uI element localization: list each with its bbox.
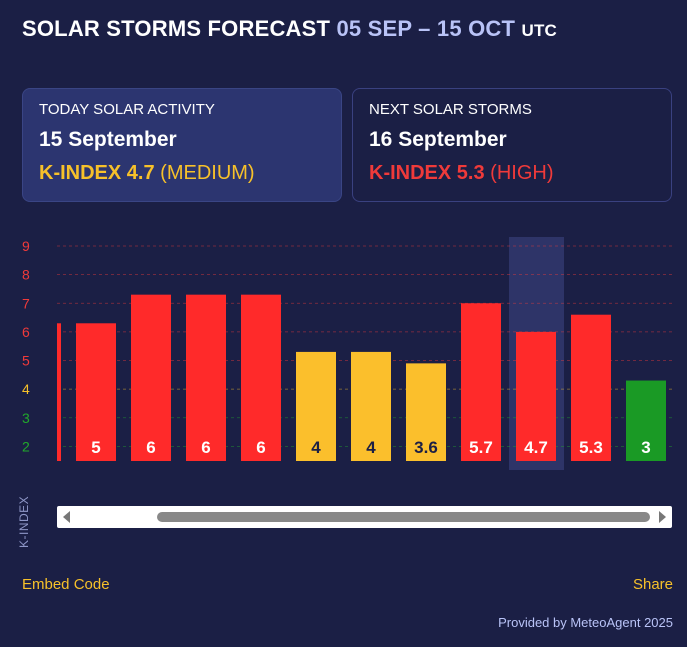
bar-14-sep (461, 303, 501, 461)
y-tick-label: 1 (22, 467, 30, 470)
y-tick-label: 7 (22, 295, 30, 311)
kindex-chart: 123456789p507 Sep608 Sep609 Sep610 Sep41… (0, 230, 687, 470)
bar-value-label: 3.6 (414, 438, 438, 457)
y-tick-label: 5 (22, 353, 30, 369)
y-tick-label: 2 (22, 438, 30, 454)
y-tick-label: 4 (22, 381, 30, 397)
y-tick-label: 3 (22, 410, 30, 426)
bar-value-label: 4 (366, 438, 376, 457)
title-main: SOLAR STORMS FORECAST (22, 16, 331, 41)
next-card-label: NEXT SOLAR STORMS (369, 101, 532, 118)
partial-bar (57, 323, 61, 461)
bar-15-sep (516, 331, 556, 461)
bar-11-sep (296, 351, 336, 461)
bar-value-label: 6 (146, 438, 155, 457)
bar-value-label: 6 (256, 438, 265, 457)
scroll-left-arrow-icon[interactable] (63, 511, 70, 523)
bar-value-label: 3 (641, 438, 650, 457)
today-card-date: 15 September (39, 128, 177, 151)
y-axis-title: K-INDEX (17, 488, 31, 548)
today-card-label: TODAY SOLAR ACTIVITY (39, 101, 215, 118)
bar-13-sep (406, 363, 446, 461)
bar-value-label: 4.7 (524, 438, 548, 457)
title-date-range: 05 SEP – 15 OCT (336, 16, 516, 41)
bar-value-label: 5 (91, 438, 100, 457)
bar-16-sep (571, 314, 611, 461)
next-kindex-value: K-INDEX 5.3 (369, 162, 485, 184)
share-link[interactable]: Share (632, 576, 673, 593)
bar-10-sep (241, 294, 281, 461)
today-kindex-level: (MEDIUM) (160, 162, 255, 184)
bar-07-sep (76, 323, 116, 461)
y-tick-label: 8 (22, 267, 30, 283)
today-activity-card: TODAY SOLAR ACTIVITY 15 September K-INDE… (22, 88, 342, 202)
next-kindex-line: K-INDEX 5.3 (HIGH) (369, 162, 655, 185)
bar-08-sep (131, 294, 171, 461)
bar-value-label: 6 (201, 438, 210, 457)
kindex-chart-svg: 123456789p507 Sep608 Sep609 Sep610 Sep41… (22, 237, 672, 470)
y-tick-label: 6 (22, 324, 30, 340)
footer-credit: Provided by MeteoAgent 2025 (498, 615, 673, 630)
today-kindex-line: K-INDEX 4.7 (MEDIUM) (39, 162, 325, 185)
page-title: SOLAR STORMS FORECAST 05 SEP – 15 OCT UT… (22, 16, 557, 42)
y-axis-title-text: K-INDEX (17, 495, 31, 548)
scroll-thumb[interactable] (157, 512, 650, 522)
next-kindex-level: (HIGH) (490, 162, 554, 184)
embed-code-link[interactable]: Embed Code (22, 576, 110, 593)
bar-value-label: 5.7 (469, 438, 493, 457)
bar-09-sep (186, 294, 226, 461)
bar-value-label: 5.3 (579, 438, 603, 457)
scroll-right-arrow-icon[interactable] (659, 511, 666, 523)
bar-12-sep (351, 351, 391, 461)
bar-value-label: 4 (311, 438, 321, 457)
title-timezone: UTC (521, 21, 558, 40)
bar-17-sep (626, 380, 666, 461)
next-card-date: 16 September (369, 128, 507, 151)
next-storms-card: NEXT SOLAR STORMS 16 September K-INDEX 5… (352, 88, 672, 202)
today-kindex-value: K-INDEX 4.7 (39, 162, 155, 184)
y-tick-label: 9 (22, 238, 30, 254)
chart-scrollbar[interactable] (57, 506, 672, 528)
